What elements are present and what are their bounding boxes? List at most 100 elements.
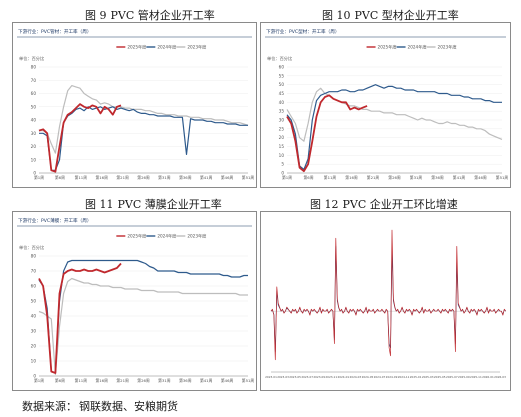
y-tick-label: 50: [31, 299, 37, 304]
legend-label: 2023年度: [187, 44, 207, 51]
x-tick-label: 2024-11: [398, 375, 410, 379]
x-tick-label: 2025-09: [458, 375, 470, 379]
x-tick-label: 2025-11: [470, 375, 482, 379]
x-tick-label: 2024-09: [386, 375, 398, 379]
series-line: [38, 259, 248, 374]
x-tick-label: 第31周: [410, 175, 423, 180]
legend-label: 2024年度: [157, 233, 177, 240]
chart-header: 下游行业：PVC薄膜：开工率（周）: [18, 217, 91, 224]
series-line: [286, 84, 502, 171]
y-tick-label: 70: [31, 269, 37, 274]
series-line: [38, 262, 122, 374]
chart-header: 下游行业：PVC型材：开工率（周）: [266, 28, 339, 35]
x-tick-label: 第21周: [116, 378, 129, 383]
x-tick-label: 第51周: [496, 175, 509, 180]
y-tick-label: 60: [31, 91, 37, 96]
y-tick-label: 55: [279, 73, 285, 78]
legend-label: 2024年度: [157, 44, 177, 51]
x-tick-label: 第16周: [95, 175, 108, 180]
x-tick-label: 第41周: [200, 378, 213, 383]
x-tick-label: 第41周: [200, 175, 213, 180]
x-tick-label: 第11周: [75, 175, 88, 180]
legend-label: 2025年度: [378, 44, 398, 51]
y-tick-label: 25: [279, 126, 285, 131]
x-tick-label: 2025-05: [434, 375, 446, 379]
x-tick-label: 2023-05: [289, 375, 301, 379]
y-tick-label: 0: [281, 171, 284, 176]
y-tick-label: 50: [31, 104, 37, 109]
x-tick-label: 第36周: [179, 175, 192, 180]
y-tick-label: 70: [31, 78, 37, 83]
x-tick-label: 第31周: [158, 378, 171, 383]
legend-label: 2023年度: [187, 233, 207, 240]
series-line: [270, 229, 507, 361]
legend-label: 2025年度: [127, 233, 147, 240]
x-tick-label: 第46周: [221, 175, 234, 180]
x-tick-label: 第51周: [242, 175, 255, 180]
y-tick-label: 40: [279, 100, 285, 105]
data-source-label: 数据来源：: [22, 400, 77, 413]
data-source-text: 钢联数据、安粮期货: [79, 400, 178, 413]
series-line: [286, 94, 368, 173]
y-tick-label: 40: [31, 314, 37, 319]
x-tick-label: 2023-03: [277, 375, 289, 379]
y-tick-label: 30: [279, 118, 285, 123]
data-source: 数据来源： 钢联数据、安粮期货: [22, 398, 178, 414]
x-tick-label: 2025-03: [422, 375, 434, 379]
x-tick-label: 2023-01: [265, 375, 277, 379]
chart-svg-3: 下游行业：PVC薄膜：开工率（周） 2025年度 2024年度 2023年度单位：百分…: [17, 217, 255, 383]
series-line: [39, 84, 249, 154]
x-tick-label: 第41周: [453, 175, 466, 180]
y-tick-label: 0: [33, 171, 36, 176]
chart-panel-2: 下游行业：PVC型材：开工率（周） 2025年度 2024年度 2023年度单位：百分…: [260, 22, 511, 188]
y-tick-label: 45: [279, 91, 285, 96]
chart-svg-1: 下游行业：PVC管材：开工率（周） 2025年度 2024年度 2023年度单位：百分…: [17, 28, 255, 180]
x-tick-label: 第46周: [474, 175, 487, 180]
chart-svg-4: 2023-01 2023-03 2023-05 2023-07 2023-09 2023-…: [265, 229, 507, 379]
x-tick-label: 第6周: [303, 175, 313, 180]
legend-label: 2024年度: [408, 44, 428, 51]
y-tick-label: 10: [31, 157, 37, 162]
x-tick-label: 第6周: [55, 175, 65, 180]
y-tick-label: 80: [31, 65, 37, 70]
figure-12-caption: 图 12 PVC 企业开工环比增速: [310, 198, 458, 211]
series-line: [286, 87, 503, 142]
x-tick-label: 第21周: [116, 175, 129, 180]
y-tick-label: 30: [31, 131, 37, 136]
legend-label: 2023年度: [438, 44, 458, 51]
y-tick-label: 30: [31, 329, 37, 334]
x-tick-label: 第1周: [282, 175, 292, 180]
y-axis-label: 单位：百分比: [19, 244, 44, 251]
y-tick-label: 80: [31, 254, 37, 259]
y-tick-label: 60: [31, 284, 37, 289]
x-tick-label: 第16周: [345, 175, 358, 180]
figure-10-caption: 图 10 PVC 型材企业开工率: [322, 9, 459, 22]
y-tick-label: 20: [279, 135, 285, 140]
series-line: [39, 106, 248, 171]
x-tick-label: 第36周: [179, 378, 192, 383]
y-tick-label: 40: [31, 118, 37, 123]
chart-panel-4: 2023-01 2023-03 2023-05 2023-07 2023-09 2023-…: [260, 211, 511, 391]
chart-panel-3: 下游行业：PVC薄膜：开工率（周） 2025年度 2024年度 2023年度单位：百分…: [12, 211, 257, 391]
y-tick-label: 10: [31, 359, 37, 364]
chart-header: 下游行业：PVC管材：开工率（周）: [18, 28, 91, 35]
x-tick-label: 第11周: [75, 378, 88, 383]
y-axis-label: 单位：百分比: [267, 55, 292, 62]
x-tick-label: 2023-07: [301, 375, 313, 379]
y-tick-label: 15: [279, 144, 285, 149]
x-tick-label: 第6周: [55, 378, 65, 383]
x-tick-label: 第26周: [137, 378, 150, 383]
x-tick-label: 2023-09: [313, 375, 325, 379]
x-tick-label: 第1周: [34, 378, 44, 383]
x-tick-label: 2026-01: [482, 375, 494, 379]
y-axis-label: 单位：百分比: [19, 55, 44, 62]
chart-svg-2: 下游行业：PVC型材：开工率（周） 2025年度 2024年度 2023年度单位：百分…: [265, 28, 509, 180]
x-tick-label: 2024-01: [337, 375, 349, 379]
x-tick-label: 第51周: [242, 378, 255, 383]
x-tick-label: 第26周: [137, 175, 150, 180]
x-tick-label: 第46周: [221, 378, 234, 383]
x-tick-label: 2023-11: [325, 375, 337, 379]
x-tick-label: 2024-07: [374, 375, 386, 379]
x-tick-label: 第36周: [431, 175, 444, 180]
y-tick-label: 20: [31, 144, 37, 149]
